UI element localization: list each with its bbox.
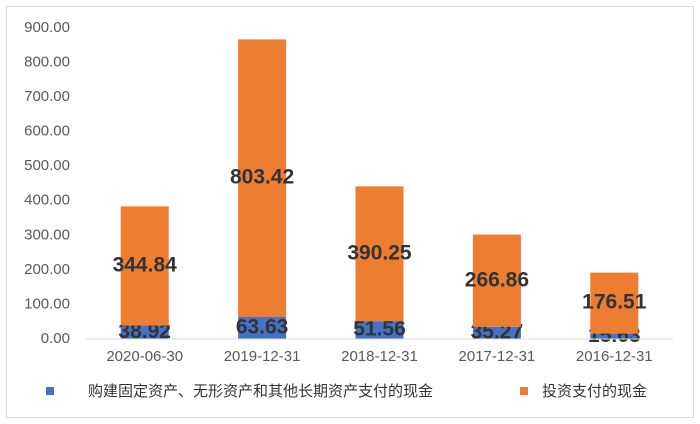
data-label: 266.86	[465, 268, 529, 291]
y-tick-label: 200.00	[24, 261, 70, 278]
data-label: 176.51	[582, 291, 647, 314]
data-label: 38.92	[118, 320, 171, 343]
y-tick-label: 600.00	[24, 123, 70, 140]
bar	[120, 325, 169, 339]
y-tick-label: 400.00	[24, 192, 70, 209]
bar	[590, 333, 639, 339]
x-tick-label: 2019-12-31	[224, 348, 301, 365]
bar	[120, 206, 169, 326]
y-tick-label: 800.00	[24, 54, 70, 71]
x-tick-label: 2018-12-31	[341, 348, 418, 365]
legend-marker	[46, 387, 54, 395]
bar	[238, 39, 287, 318]
x-tick-label: 2016-12-31	[576, 348, 653, 365]
legend-label: 购建固定资产、无形资产和其他长期资产支付的现金	[88, 383, 433, 400]
y-tick-label: 900.00	[24, 19, 70, 36]
bar	[355, 321, 404, 339]
data-label: 51.56	[353, 318, 406, 341]
y-tick-label: 500.00	[24, 157, 70, 174]
data-label: 63.63	[236, 316, 289, 339]
y-tick-label: 100.00	[24, 295, 70, 312]
bar	[590, 272, 639, 334]
y-tick-label: 0.00	[41, 330, 70, 347]
data-label: 390.25	[347, 241, 412, 264]
legend-label: 投资支付的现金	[542, 383, 647, 400]
bar	[355, 186, 404, 322]
data-label: 344.84	[113, 254, 178, 277]
y-tick-label: 700.00	[24, 88, 70, 105]
bar	[472, 234, 521, 327]
y-tick-label: 300.00	[24, 226, 70, 243]
bar	[238, 317, 287, 339]
bar	[472, 326, 521, 339]
legend-marker	[520, 387, 528, 395]
data-label: 803.42	[230, 166, 294, 189]
x-tick-label: 2020-06-30	[106, 348, 183, 365]
x-tick-label: 2017-12-31	[459, 348, 536, 365]
